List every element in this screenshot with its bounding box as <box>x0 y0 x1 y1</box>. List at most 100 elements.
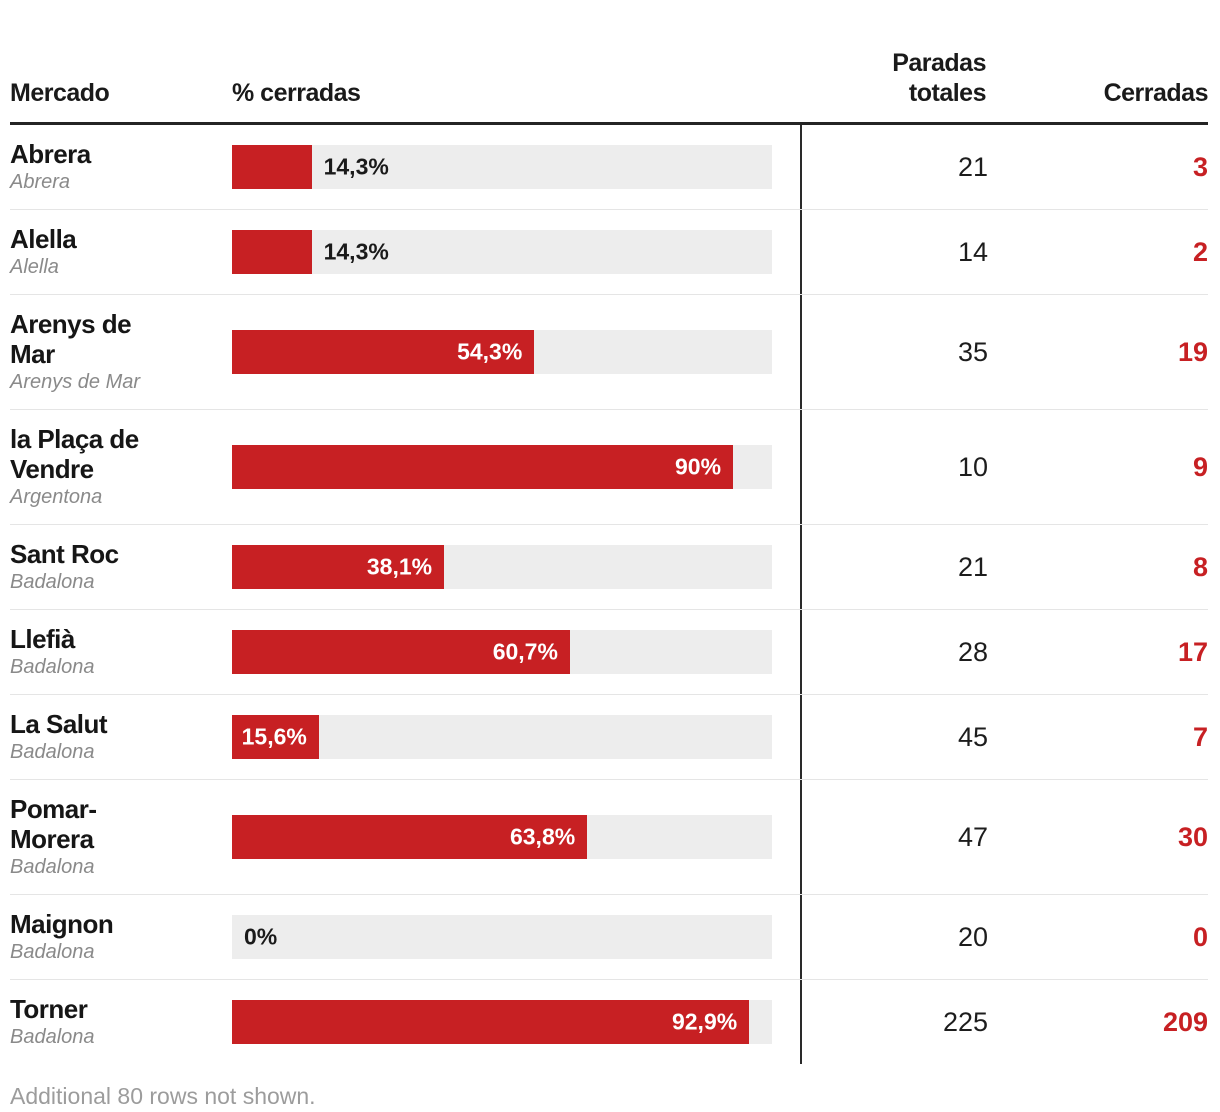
paradas-totales-value: 45 <box>957 721 988 752</box>
market-name: Alella <box>10 224 77 254</box>
market-cell: Abrera Abrera <box>10 125 232 209</box>
market-name: Pomar-Morera <box>10 794 97 854</box>
market-name: La Salut <box>10 709 108 739</box>
market-name: la Plaça de Vendre <box>10 424 139 484</box>
paradas-totales-value: 21 <box>957 151 988 182</box>
header-mercado: Mercado <box>10 79 110 107</box>
cerradas-value: 7 <box>1192 721 1208 752</box>
municipality-name: Badalona <box>10 1026 95 1048</box>
municipality-name: Abrera <box>10 171 71 193</box>
municipality-name: Badalona <box>10 941 95 963</box>
additional-rows-note: Additional 80 rows not shown. <box>10 1083 316 1109</box>
pct-cerradas-cell: 15,6% <box>232 695 802 779</box>
table-row: Abrera Abrera 14,3% 21 3 <box>10 125 1208 209</box>
cerradas-value: 209 <box>1162 1006 1208 1037</box>
municipality-name: Argentona <box>10 486 103 508</box>
table-row: Torner Badalona 92,9% 225 209 <box>10 979 1208 1064</box>
paradas-totales-value: 10 <box>957 451 988 482</box>
paradas-totales-value: 35 <box>957 336 988 367</box>
paradas-totales-value: 225 <box>942 1006 988 1037</box>
bar-track: 92,9% <box>232 1000 772 1044</box>
markets-table: Mercado % cerradas Paradas totales Cerra… <box>10 0 1209 1110</box>
bar-track: 90% <box>232 445 772 489</box>
bar-track: 54,3% <box>232 330 772 374</box>
paradas-totales-value: 21 <box>957 551 988 582</box>
paradas-totales-value: 47 <box>957 821 988 852</box>
market-cell: La Salut Badalona <box>10 695 232 779</box>
municipality-name: Arenys de Mar <box>10 371 141 393</box>
market-name: Torner <box>10 994 88 1024</box>
header-paradas-totales: Paradas totales <box>800 48 986 108</box>
pct-cerradas-cell: 63,8% <box>232 780 802 894</box>
market-cell: Alella Alella <box>10 210 232 294</box>
bar-value-label: 90% <box>674 453 722 480</box>
bar-fill <box>232 545 445 589</box>
table-row: Llefià Badalona 60,7% 28 17 <box>10 609 1208 694</box>
cerradas-value: 3 <box>1192 151 1208 182</box>
bar-value-label: 14,3% <box>323 238 389 265</box>
header-pct-cerradas: % cerradas <box>232 79 361 107</box>
market-cell: Torner Badalona <box>10 980 232 1064</box>
table-header-row: Mercado % cerradas Paradas totales Cerra… <box>10 0 1209 125</box>
bar-fill <box>232 445 734 489</box>
bar-track: 15,6% <box>232 715 772 759</box>
table-row: la Plaça de Vendre Argentona 90% 10 9 <box>10 409 1208 524</box>
bar-value-label: 63,8% <box>509 823 576 850</box>
bar-fill <box>232 715 319 759</box>
table-row: Arenys de Mar Arenys de Mar 54,3% 35 19 <box>10 294 1208 409</box>
pct-cerradas-cell: 38,1% <box>232 525 802 609</box>
market-cell: Sant Roc Badalona <box>10 525 232 609</box>
bar-fill <box>232 630 570 674</box>
pct-cerradas-cell: 14,3% <box>232 125 802 209</box>
bar-value-label: 14,3% <box>323 153 389 180</box>
bar-track: 14,3% <box>232 230 772 274</box>
market-name: Sant Roc <box>10 539 119 569</box>
table-row: La Salut Badalona 15,6% 45 7 <box>10 694 1208 779</box>
table-row: Maignon Badalona 0% 20 0 <box>10 894 1208 979</box>
municipality-name: Badalona <box>10 856 95 878</box>
cerradas-value: 17 <box>1177 636 1208 667</box>
market-cell: Arenys de Mar Arenys de Mar <box>10 295 232 409</box>
bar-track: 63,8% <box>232 815 772 859</box>
header-cerradas: Cerradas <box>1103 79 1209 107</box>
cerradas-value: 30 <box>1177 821 1208 852</box>
cerradas-value: 2 <box>1192 236 1208 267</box>
pct-cerradas-cell: 92,9% <box>232 980 802 1064</box>
market-name: Llefià <box>10 624 75 654</box>
bar-fill <box>232 230 312 274</box>
bar-value-label: 38,1% <box>366 553 433 580</box>
pct-cerradas-cell: 90% <box>232 410 802 524</box>
bar-value-label: 15,6% <box>241 723 307 750</box>
pct-cerradas-cell: 54,3% <box>232 295 802 409</box>
bar-track: 0% <box>232 915 772 959</box>
bar-track: 60,7% <box>232 630 772 674</box>
pct-cerradas-cell: 14,3% <box>232 210 802 294</box>
table-row: Pomar-Morera Badalona 63,8% 47 30 <box>10 779 1208 894</box>
header-paradas-totales-label: Paradas totales <box>892 49 986 107</box>
bar-track: 38,1% <box>232 545 772 589</box>
bar-fill <box>232 815 588 859</box>
cerradas-value: 8 <box>1192 551 1208 582</box>
pct-cerradas-cell: 60,7% <box>232 610 802 694</box>
pct-cerradas-cell: 0% <box>232 895 802 979</box>
municipality-name: Badalona <box>10 571 95 593</box>
table-row: Sant Roc Badalona 38,1% 21 8 <box>10 524 1208 609</box>
cerradas-value: 0 <box>1192 921 1208 952</box>
market-cell: Maignon Badalona <box>10 895 232 979</box>
bar-value-label: 54,3% <box>457 338 523 365</box>
municipality-name: Alella <box>10 256 59 278</box>
market-name: Maignon <box>10 909 114 939</box>
paradas-totales-value: 20 <box>957 921 988 952</box>
table-body: Abrera Abrera 14,3% 21 3 Alella Alella 1… <box>10 125 1208 1064</box>
market-cell: Pomar-Morera Badalona <box>10 780 232 894</box>
bar-value-label: 60,7% <box>492 638 558 665</box>
paradas-totales-value: 14 <box>957 236 988 267</box>
bar-value-label: 92,9% <box>671 1008 738 1035</box>
market-name: Arenys de Mar <box>10 309 132 369</box>
municipality-name: Badalona <box>10 741 95 763</box>
market-cell: la Plaça de Vendre Argentona <box>10 410 232 524</box>
paradas-totales-value: 28 <box>957 636 988 667</box>
bar-fill <box>232 1000 750 1044</box>
cerradas-value: 19 <box>1177 336 1208 367</box>
cerradas-value: 9 <box>1192 451 1208 482</box>
